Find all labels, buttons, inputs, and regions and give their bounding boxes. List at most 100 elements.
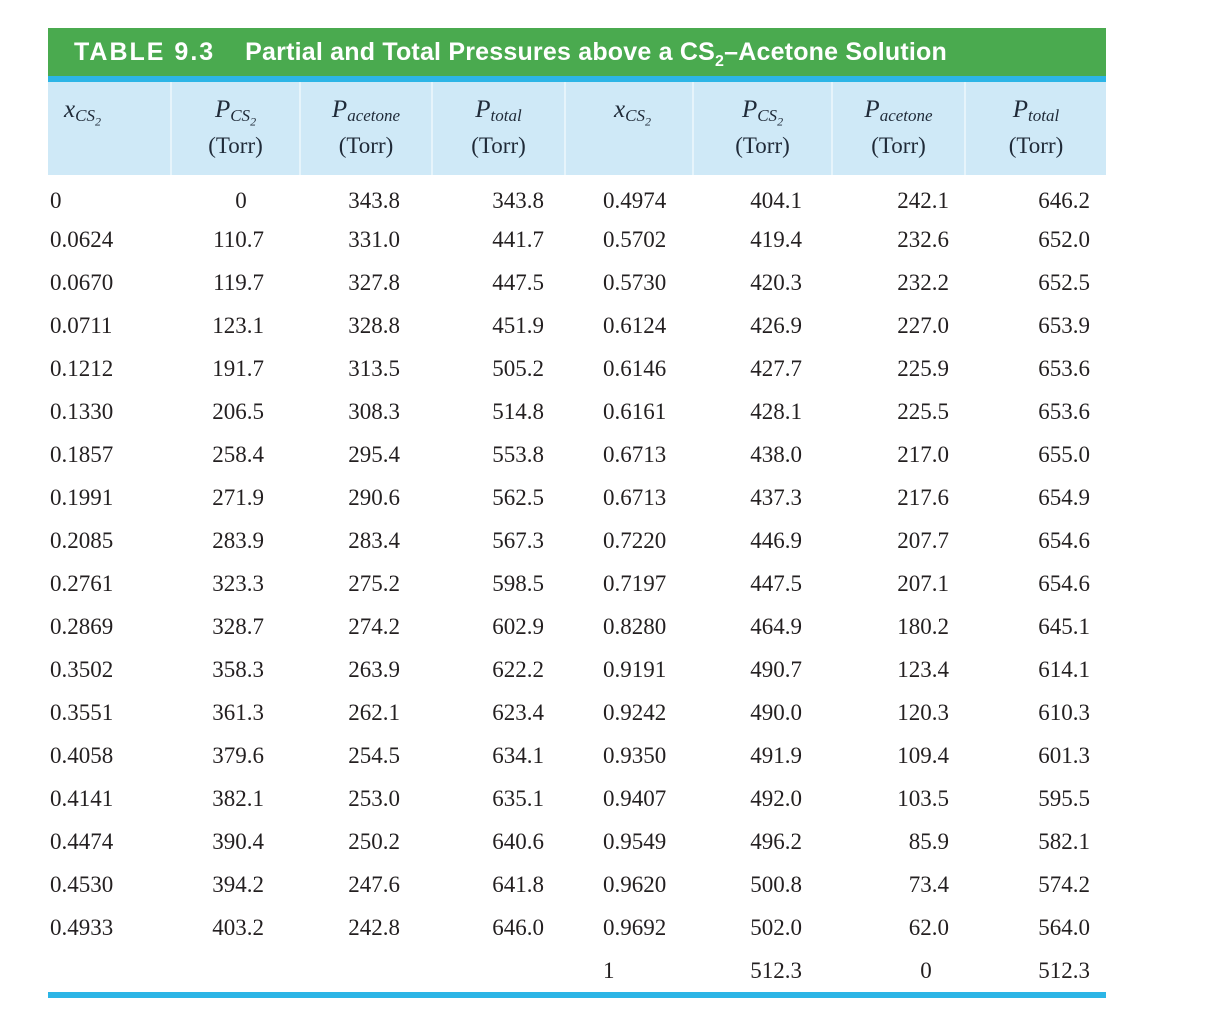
cell: 358.3 — [212, 656, 264, 682]
cell: 622.2 — [492, 656, 544, 682]
cell: 191.7 — [212, 355, 264, 381]
cell: 403.2 — [212, 914, 264, 940]
cell: 247.6 — [348, 871, 400, 897]
table-title-text-end: –Acetone Solution — [724, 37, 947, 66]
cell: 623.4 — [492, 699, 544, 725]
cell: 0.6161 — [603, 398, 667, 424]
cell: 490.0 — [750, 699, 802, 725]
cell: 110.7 — [213, 226, 264, 252]
cell: 640.6 — [492, 828, 544, 854]
column-header: xCS2 — [564, 82, 693, 175]
cell: 426.9 — [750, 312, 802, 338]
table-row: 0.1857 258.4 295.4 553.8 0.6713 438.0 217.0 655… — [48, 433, 1106, 476]
table-title-text: Partial and Total Pressures above a CS — [245, 37, 715, 66]
cell: 390.4 — [212, 828, 264, 854]
cell: 283.4 — [348, 527, 400, 553]
cell: 275.2 — [348, 570, 400, 596]
cell: 654.6 — [1038, 527, 1090, 553]
cell: 0.8280 — [603, 613, 667, 639]
cell: 379.6 — [212, 742, 264, 768]
cell: 567.3 — [492, 527, 544, 553]
cell: 447.5 — [750, 570, 802, 596]
cell: 253.0 — [348, 785, 400, 811]
column-header: Ptotal (Torr) — [964, 82, 1106, 175]
cell: 645.1 — [1038, 613, 1090, 639]
cell: 103.5 — [897, 785, 949, 811]
cell: 655.0 — [1038, 441, 1090, 467]
cell: 0.9549 — [603, 828, 667, 854]
column-header: PCS2 (Torr) — [692, 82, 832, 175]
table-row: 0.4141 382.1 253.0 635.1 0.9407 492.0 103.5 595… — [48, 777, 1106, 820]
cell: 601.3 — [1038, 742, 1090, 768]
cell: 258.4 — [212, 441, 264, 467]
table-row: 0.0711 123.1 328.8 451.9 0.6124 426.9 227.0 653… — [48, 304, 1106, 347]
cell: 123.4 — [897, 656, 949, 682]
cell: 283.9 — [212, 527, 264, 553]
table-row: 0.2761 323.3 275.2 598.5 0.7197 447.5 207.1 654… — [48, 562, 1106, 605]
table-body: 00.0343.8343.80.4974404.1242.1646.20.062… — [48, 175, 1106, 992]
cell: 0.6146 — [603, 355, 667, 381]
cell: 451.9 — [492, 312, 544, 338]
cell: 641.8 — [492, 871, 544, 897]
cell: 0.2761 — [50, 570, 114, 596]
cell: 0.4933 — [50, 914, 114, 940]
cell: 464.9 — [750, 613, 802, 639]
cell: 120.3 — [897, 699, 949, 725]
cell: 0.0624 — [50, 226, 114, 252]
cell: 232.6 — [897, 226, 949, 252]
cell — [171, 949, 300, 992]
cell: 0.0 — [920, 957, 932, 983]
cell: 0.0670 — [50, 269, 114, 295]
cell: 0.1857 — [50, 441, 114, 467]
cell: 217.0 — [897, 441, 949, 467]
column-header: Pacetone (Torr) — [299, 82, 432, 175]
cell: 614.1 — [1038, 656, 1090, 682]
cell: 271.9 — [212, 484, 264, 510]
column-header: Ptotal (Torr) — [431, 82, 565, 175]
cell: 295.4 — [348, 441, 400, 467]
cell: 502.0 — [750, 914, 802, 940]
data-table: xCS2 PCS2 (Torr) Pacetone (Torr) Ptotal (Torr)… — [48, 82, 1106, 992]
cell: 0.1330 — [50, 398, 114, 424]
cell: 361.3 — [212, 699, 264, 725]
cell: 0.4474 — [50, 828, 114, 854]
cell: 0.9350 — [603, 742, 667, 768]
cell: 635.1 — [492, 785, 544, 811]
cell: 505.2 — [492, 355, 544, 381]
cell: 328.8 — [348, 312, 400, 338]
cell: 232.2 — [897, 269, 949, 295]
cell: 496.2 — [750, 828, 802, 854]
cell: 217.6 — [897, 484, 949, 510]
cell: 331.0 — [348, 226, 400, 252]
cell: 343.8 — [492, 188, 544, 213]
cell: 595.5 — [1038, 785, 1090, 811]
cell: 427.7 — [750, 355, 802, 381]
table-title: Partial and Total Pressures above a CS2–… — [245, 37, 947, 70]
cell: 562.5 — [492, 484, 544, 510]
cell: 0.1212 — [50, 355, 114, 381]
table-row: 0.4058 379.6 254.5 634.1 0.9350 491.9 109.4 601… — [48, 734, 1106, 777]
cell: 420.3 — [750, 269, 802, 295]
table-row: 0.4933 403.2 242.8 646.0 0.9692 502.0 62.0 564.… — [48, 906, 1106, 949]
cell: 73.4 — [908, 871, 949, 897]
cell: 654.9 — [1038, 484, 1090, 510]
cell: 0.4058 — [50, 742, 114, 768]
cell: 274.2 — [348, 613, 400, 639]
cell: 574.2 — [1038, 871, 1090, 897]
cell: 437.3 — [750, 484, 802, 510]
cell: 564.0 — [1038, 914, 1090, 940]
cell: 225.9 — [897, 355, 949, 381]
table-row: 0 0.0 343.8 343.8 0.4974 404.1 242.1 646.2 — [48, 175, 1106, 218]
cell: 492.0 — [750, 785, 802, 811]
cell: 512.3 — [750, 957, 802, 983]
table-title-subscript: 2 — [715, 52, 725, 70]
cell: 646.2 — [1038, 188, 1090, 213]
cell: 1 — [603, 957, 615, 983]
cell: 0.9242 — [603, 699, 667, 725]
column-header: PCS2 (Torr) — [170, 82, 300, 175]
cell: 0.3551 — [50, 699, 114, 725]
cell: 428.1 — [750, 398, 802, 424]
cell: 0.3502 — [50, 656, 114, 682]
cell: 308.3 — [348, 398, 400, 424]
header-row: xCS2 PCS2 (Torr) Pacetone (Torr) Ptotal (Torr)… — [48, 82, 1106, 175]
